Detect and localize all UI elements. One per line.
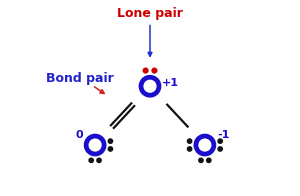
Text: Lone pair: Lone pair (117, 7, 183, 20)
Circle shape (143, 68, 148, 73)
Circle shape (84, 134, 106, 156)
Circle shape (188, 147, 192, 151)
Circle shape (152, 68, 157, 73)
Circle shape (218, 147, 222, 151)
Text: -1: -1 (217, 130, 230, 140)
Circle shape (108, 139, 112, 143)
Text: Bond pair: Bond pair (46, 72, 113, 85)
Circle shape (143, 80, 157, 93)
Circle shape (88, 138, 102, 152)
Circle shape (199, 158, 203, 162)
Circle shape (108, 147, 112, 151)
Circle shape (139, 75, 161, 98)
Text: 0: 0 (76, 130, 83, 140)
Circle shape (89, 158, 93, 162)
Circle shape (97, 158, 101, 162)
Circle shape (188, 139, 192, 143)
Circle shape (194, 134, 216, 156)
Circle shape (218, 139, 222, 143)
Circle shape (198, 138, 212, 152)
Circle shape (207, 158, 211, 162)
Text: +1: +1 (162, 78, 179, 88)
